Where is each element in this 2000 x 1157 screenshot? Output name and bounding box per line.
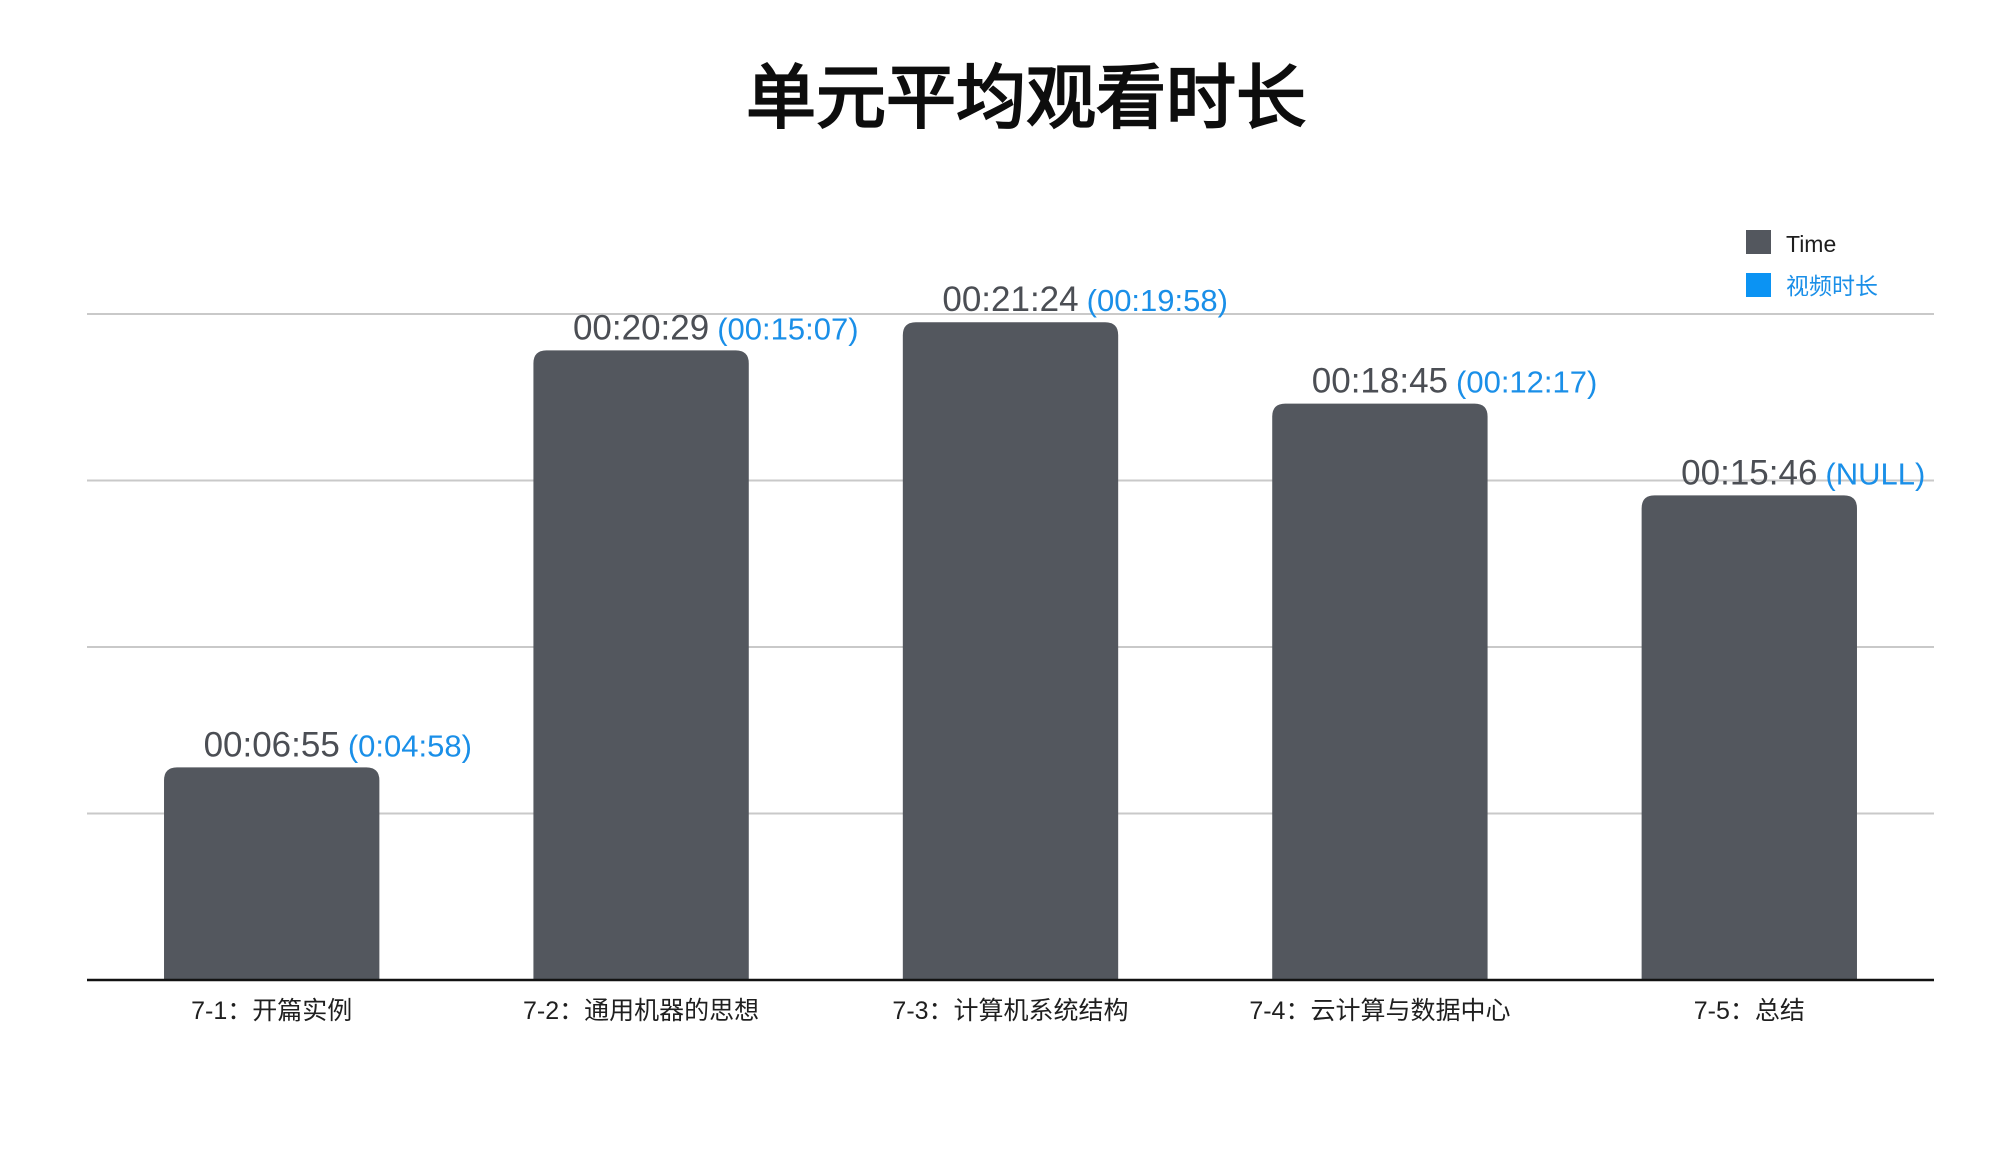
category-label: 7-3：计算机系统结构 (892, 997, 1128, 1025)
category-label: 7-4：云计算与数据中心 (1249, 997, 1510, 1025)
value-label: 00:20:29 (573, 308, 709, 347)
bar-group-7-4: 00:18:45 (00:12:17) 7-4：云计算与数据中心 (1249, 362, 1597, 1025)
bar (533, 350, 749, 980)
legend-label-time: Time (1786, 231, 1836, 257)
legend-swatch-video-length (1746, 273, 1771, 297)
bar (1272, 403, 1488, 981)
chart-title: 单元平均观看时长 (746, 57, 1306, 139)
legend-item-video-length: 视频时长 (1746, 273, 1878, 299)
bar (902, 322, 1119, 981)
value-label: 00:15:46 (1681, 453, 1817, 492)
legend-label-video-length: 视频时长 (1786, 273, 1878, 299)
bar (164, 767, 380, 980)
value-label: 00:06:55 (204, 725, 340, 764)
video-length-label: (0:04:58) (348, 728, 472, 763)
category-label: 7-2：通用机器的思想 (523, 997, 759, 1025)
bar (1641, 495, 1857, 980)
legend-swatch-time (1746, 230, 1771, 254)
video-length-label: (NULL) (1825, 456, 1925, 491)
category-label: 7-1：开篇实例 (191, 997, 352, 1025)
category-label: 7-5：总结 (1694, 997, 1805, 1025)
legend: Time 视频时长 (1746, 230, 1878, 299)
video-length-label: (00:15:07) (717, 311, 858, 346)
bars: 00:06:55 (0:04:58) 7-1：开篇实例 00:20:29 (00… (164, 280, 1925, 1025)
bar-group-7-3: 00:21:24 (00:19:58) 7-3：计算机系统结构 (892, 280, 1228, 1025)
value-label: 00:18:45 (1312, 362, 1448, 401)
value-label: 00:21:24 (942, 280, 1078, 319)
bar-group-7-2: 00:20:29 (00:15:07) 7-2：通用机器的思想 (523, 308, 859, 1025)
video-length-label: (00:12:17) (1456, 365, 1597, 400)
legend-item-time: Time (1746, 230, 1836, 257)
bar-group-7-1: 00:06:55 (0:04:58) 7-1：开篇实例 (164, 725, 472, 1025)
bar-group-7-5: 00:15:46 (NULL) 7-5：总结 (1641, 453, 1925, 1025)
video-length-label: (00:19:58) (1087, 283, 1228, 318)
